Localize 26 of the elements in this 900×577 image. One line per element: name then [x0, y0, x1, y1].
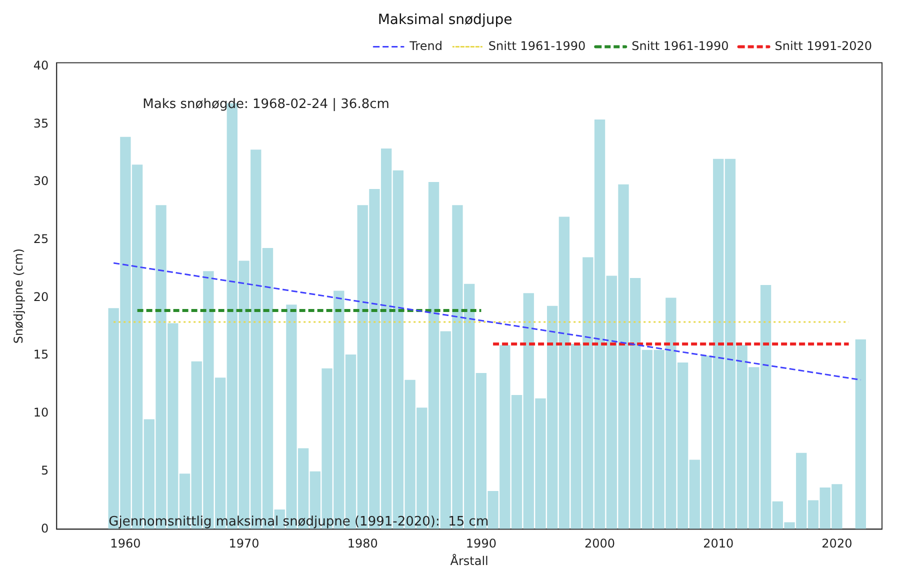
y-tick-label: 5	[41, 463, 49, 478]
x-tick-label: 1970	[228, 536, 260, 551]
annotation: Gjennomsnittlig maksimal snødjupne (1991-2020): 15 cm	[108, 514, 489, 530]
x-tick-label: 1990	[466, 536, 496, 551]
chart-title: Maksimal snødjupe	[378, 12, 512, 28]
y-tick-label: 15	[33, 348, 49, 362]
legend-label: Snitt 1961-1990	[632, 38, 729, 53]
x-axis-title: Årstall	[450, 552, 488, 568]
y-tick-label: 35	[33, 116, 49, 130]
x-tick-label: 2010	[703, 536, 734, 551]
x-tick-label: 1960	[110, 536, 141, 551]
y-tick-label: 20	[33, 290, 49, 304]
x-tick-label: 2020	[822, 536, 852, 551]
y-tick-label: 0	[41, 521, 49, 536]
y-axis-title: Snødjupne (cm)	[11, 248, 26, 344]
y-tick-label: 30	[33, 174, 49, 188]
x-tick-label: 1980	[347, 536, 378, 551]
legend-label: Snitt 1961-1990	[488, 38, 586, 53]
y-tick-label: 25	[33, 232, 49, 246]
y-tick-label: 40	[33, 58, 49, 72]
legend-label: Snitt 1991-2020	[774, 38, 872, 53]
bar	[855, 339, 866, 530]
annotation: Maks snøhøgde: 1968-02-24 | 36.8cm	[142, 97, 390, 112]
legend-label: Trend	[408, 38, 442, 53]
x-tick-label: 2000	[584, 536, 616, 551]
y-tick-label: 10	[33, 406, 49, 420]
